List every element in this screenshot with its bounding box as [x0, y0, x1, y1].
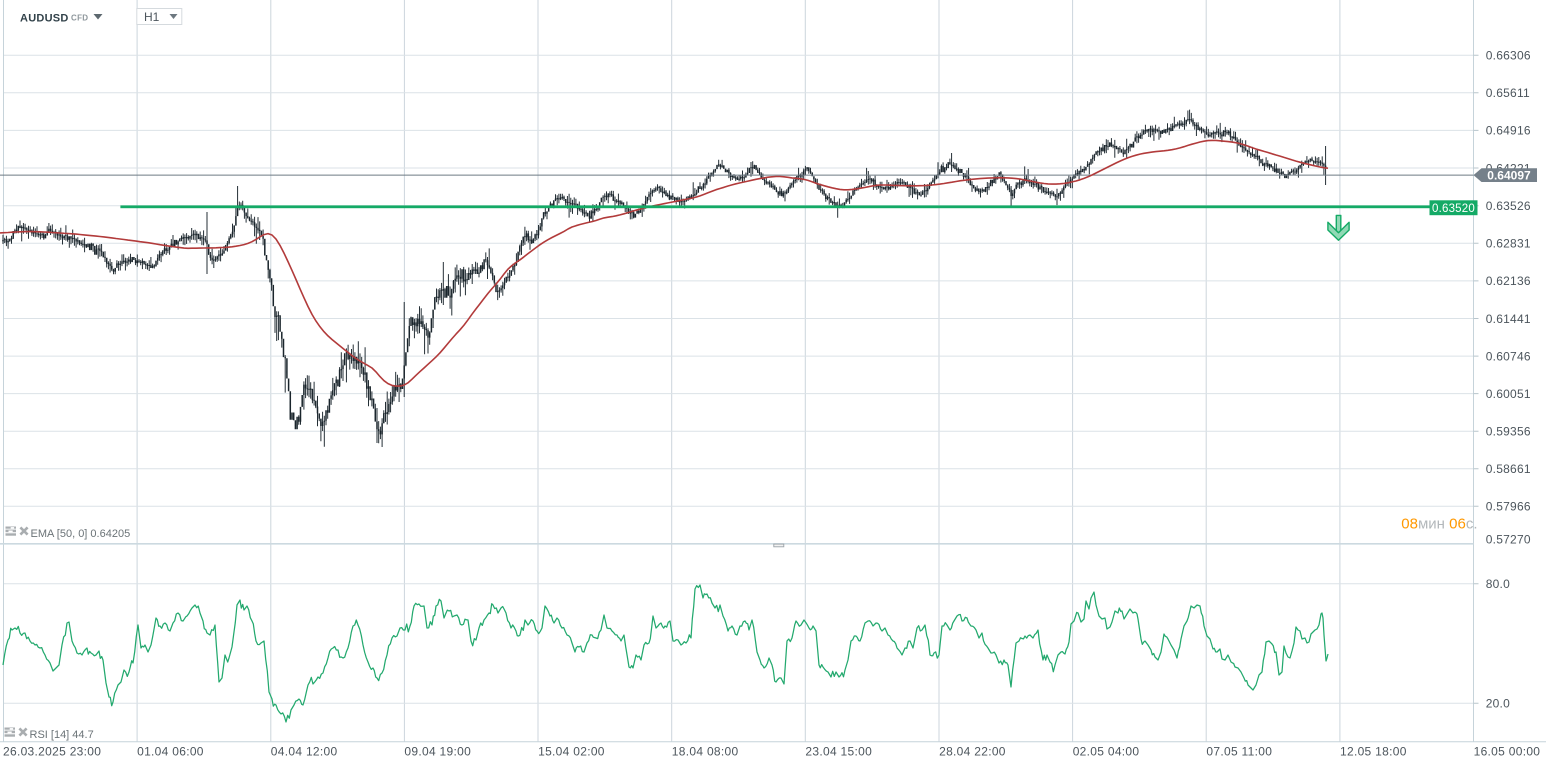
svg-text:20.0: 20.0	[1486, 697, 1510, 711]
svg-text:0.58661: 0.58661	[1486, 462, 1531, 476]
svg-text:0.60746: 0.60746	[1486, 349, 1531, 363]
svg-text:08мин 06с.: 08мин 06с.	[1401, 516, 1477, 533]
svg-text:26.03.2025 23:00: 26.03.2025 23:00	[3, 745, 101, 759]
svg-text:07.05 11:00: 07.05 11:00	[1206, 745, 1272, 759]
svg-text:0.64097: 0.64097	[1487, 169, 1531, 183]
svg-text:AUDUSD: AUDUSD	[20, 12, 69, 24]
svg-text:12.05 18:00: 12.05 18:00	[1340, 745, 1407, 759]
svg-text:0.62136: 0.62136	[1486, 274, 1531, 288]
svg-text:0.57270: 0.57270	[1486, 532, 1531, 546]
svg-text:0.63520: 0.63520	[1432, 203, 1475, 215]
svg-text:16.05 00:00: 16.05 00:00	[1474, 745, 1541, 759]
svg-text:0.63526: 0.63526	[1486, 199, 1531, 213]
svg-text:23.04 15:00: 23.04 15:00	[805, 745, 872, 759]
svg-text:02.05 04:00: 02.05 04:00	[1073, 745, 1140, 759]
svg-text:0.59356: 0.59356	[1486, 425, 1531, 439]
svg-text:0.60051: 0.60051	[1486, 387, 1531, 401]
svg-text:09.04 19:00: 09.04 19:00	[404, 745, 471, 759]
svg-text:01.04 06:00: 01.04 06:00	[137, 745, 204, 759]
svg-text:0.57966: 0.57966	[1486, 500, 1531, 514]
svg-text:18.04 08:00: 18.04 08:00	[672, 745, 739, 759]
svg-text:0.66306: 0.66306	[1486, 49, 1531, 63]
svg-text:EMA [50, 0] 0.64205: EMA [50, 0] 0.64205	[31, 528, 131, 540]
svg-text:0.61441: 0.61441	[1486, 312, 1531, 326]
svg-text:H1: H1	[144, 10, 160, 24]
svg-text:28.04 22:00: 28.04 22:00	[939, 745, 1006, 759]
svg-text:0.64916: 0.64916	[1486, 124, 1531, 138]
svg-text:80.0: 80.0	[1486, 577, 1510, 591]
svg-text:04.04 12:00: 04.04 12:00	[271, 745, 338, 759]
svg-text:CFD: CFD	[71, 14, 88, 23]
svg-text:RSI [14] 44.7: RSI [14] 44.7	[30, 729, 94, 741]
svg-text:0.65611: 0.65611	[1486, 86, 1530, 100]
svg-text:15.04 02:00: 15.04 02:00	[538, 745, 605, 759]
svg-text:0.62831: 0.62831	[1486, 237, 1531, 251]
